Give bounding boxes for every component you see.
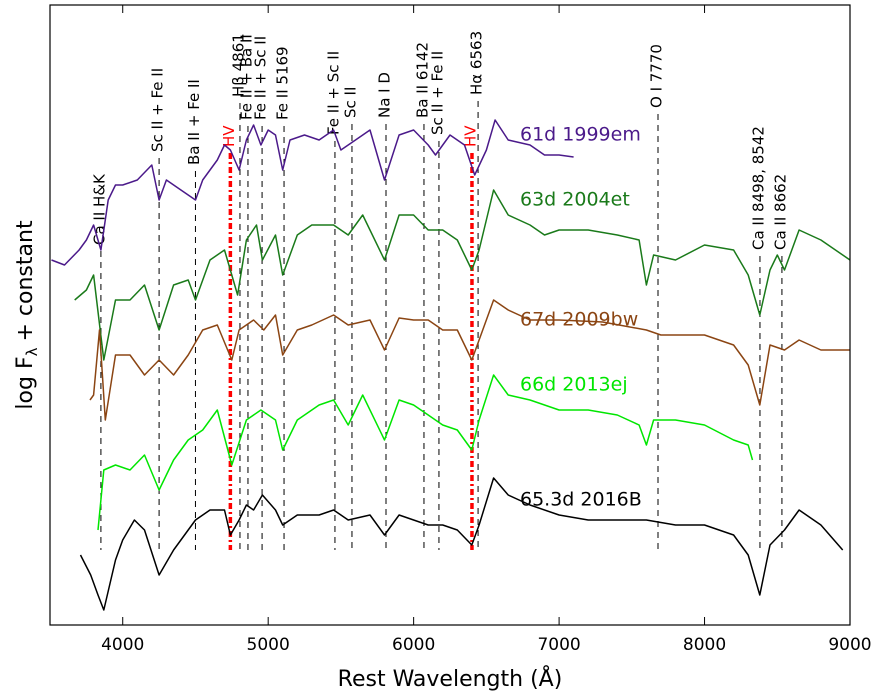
line-label: Hα 6563 (468, 31, 486, 95)
line-label: Sc II + Fe II (428, 51, 446, 135)
y-axis-label-suffix: + constant (13, 220, 38, 341)
series-label: 63d 2004et (520, 189, 630, 211)
line-label: Ca II 8662 (771, 174, 789, 250)
line-label: HV (220, 125, 238, 147)
x-tick-label: 6000 (392, 635, 435, 655)
x-tick-label: 5000 (247, 635, 290, 655)
line-label: Na I D (376, 72, 394, 118)
line-label: HV (461, 125, 479, 147)
spectrum-line (79, 477, 844, 611)
spectrum-line (51, 119, 574, 266)
line-label: Fe II + Sc II (252, 36, 270, 120)
x-tick-label: 8000 (683, 635, 726, 655)
x-tick-label: 4000 (101, 635, 144, 655)
line-label: Fe II + Sc II (324, 51, 342, 135)
y-axis-label-text: log F (13, 356, 38, 409)
spectrum-line (89, 299, 850, 421)
x-axis-label: Rest Wavelength (Å) (338, 665, 563, 692)
line-label: Fe II + Ba II (237, 34, 255, 120)
line-label: Ba II + Fe II (185, 79, 203, 165)
line-label: Fe II 5169 (274, 46, 292, 120)
spectrum-line (97, 374, 754, 531)
series-label: 66d 2013ej (520, 374, 628, 396)
series-label: 61d 1999em (520, 124, 641, 146)
y-axis-label-subscript: λ (23, 347, 41, 356)
line-label: Ca II 8498, 8542 (749, 126, 767, 250)
y-axis-label: log Fλ + constant (13, 220, 41, 410)
line-label: Sc II (341, 87, 359, 118)
line-label: Ca II H&K (90, 173, 108, 245)
series-label: 67d 2009bw (520, 309, 638, 331)
line-label: Hβ 4861 (229, 33, 247, 97)
series-label: 65.3d 2016B (520, 489, 642, 511)
x-tick-label: 7000 (537, 635, 580, 655)
line-label: O I 7770 (648, 44, 666, 108)
plot-frame (49, 4, 851, 626)
line-label: Ba II 6142 (413, 42, 431, 118)
spectrum-line (74, 189, 851, 361)
line-label: Sc II + Fe II (149, 68, 167, 152)
x-tick-label: 9000 (828, 635, 871, 655)
